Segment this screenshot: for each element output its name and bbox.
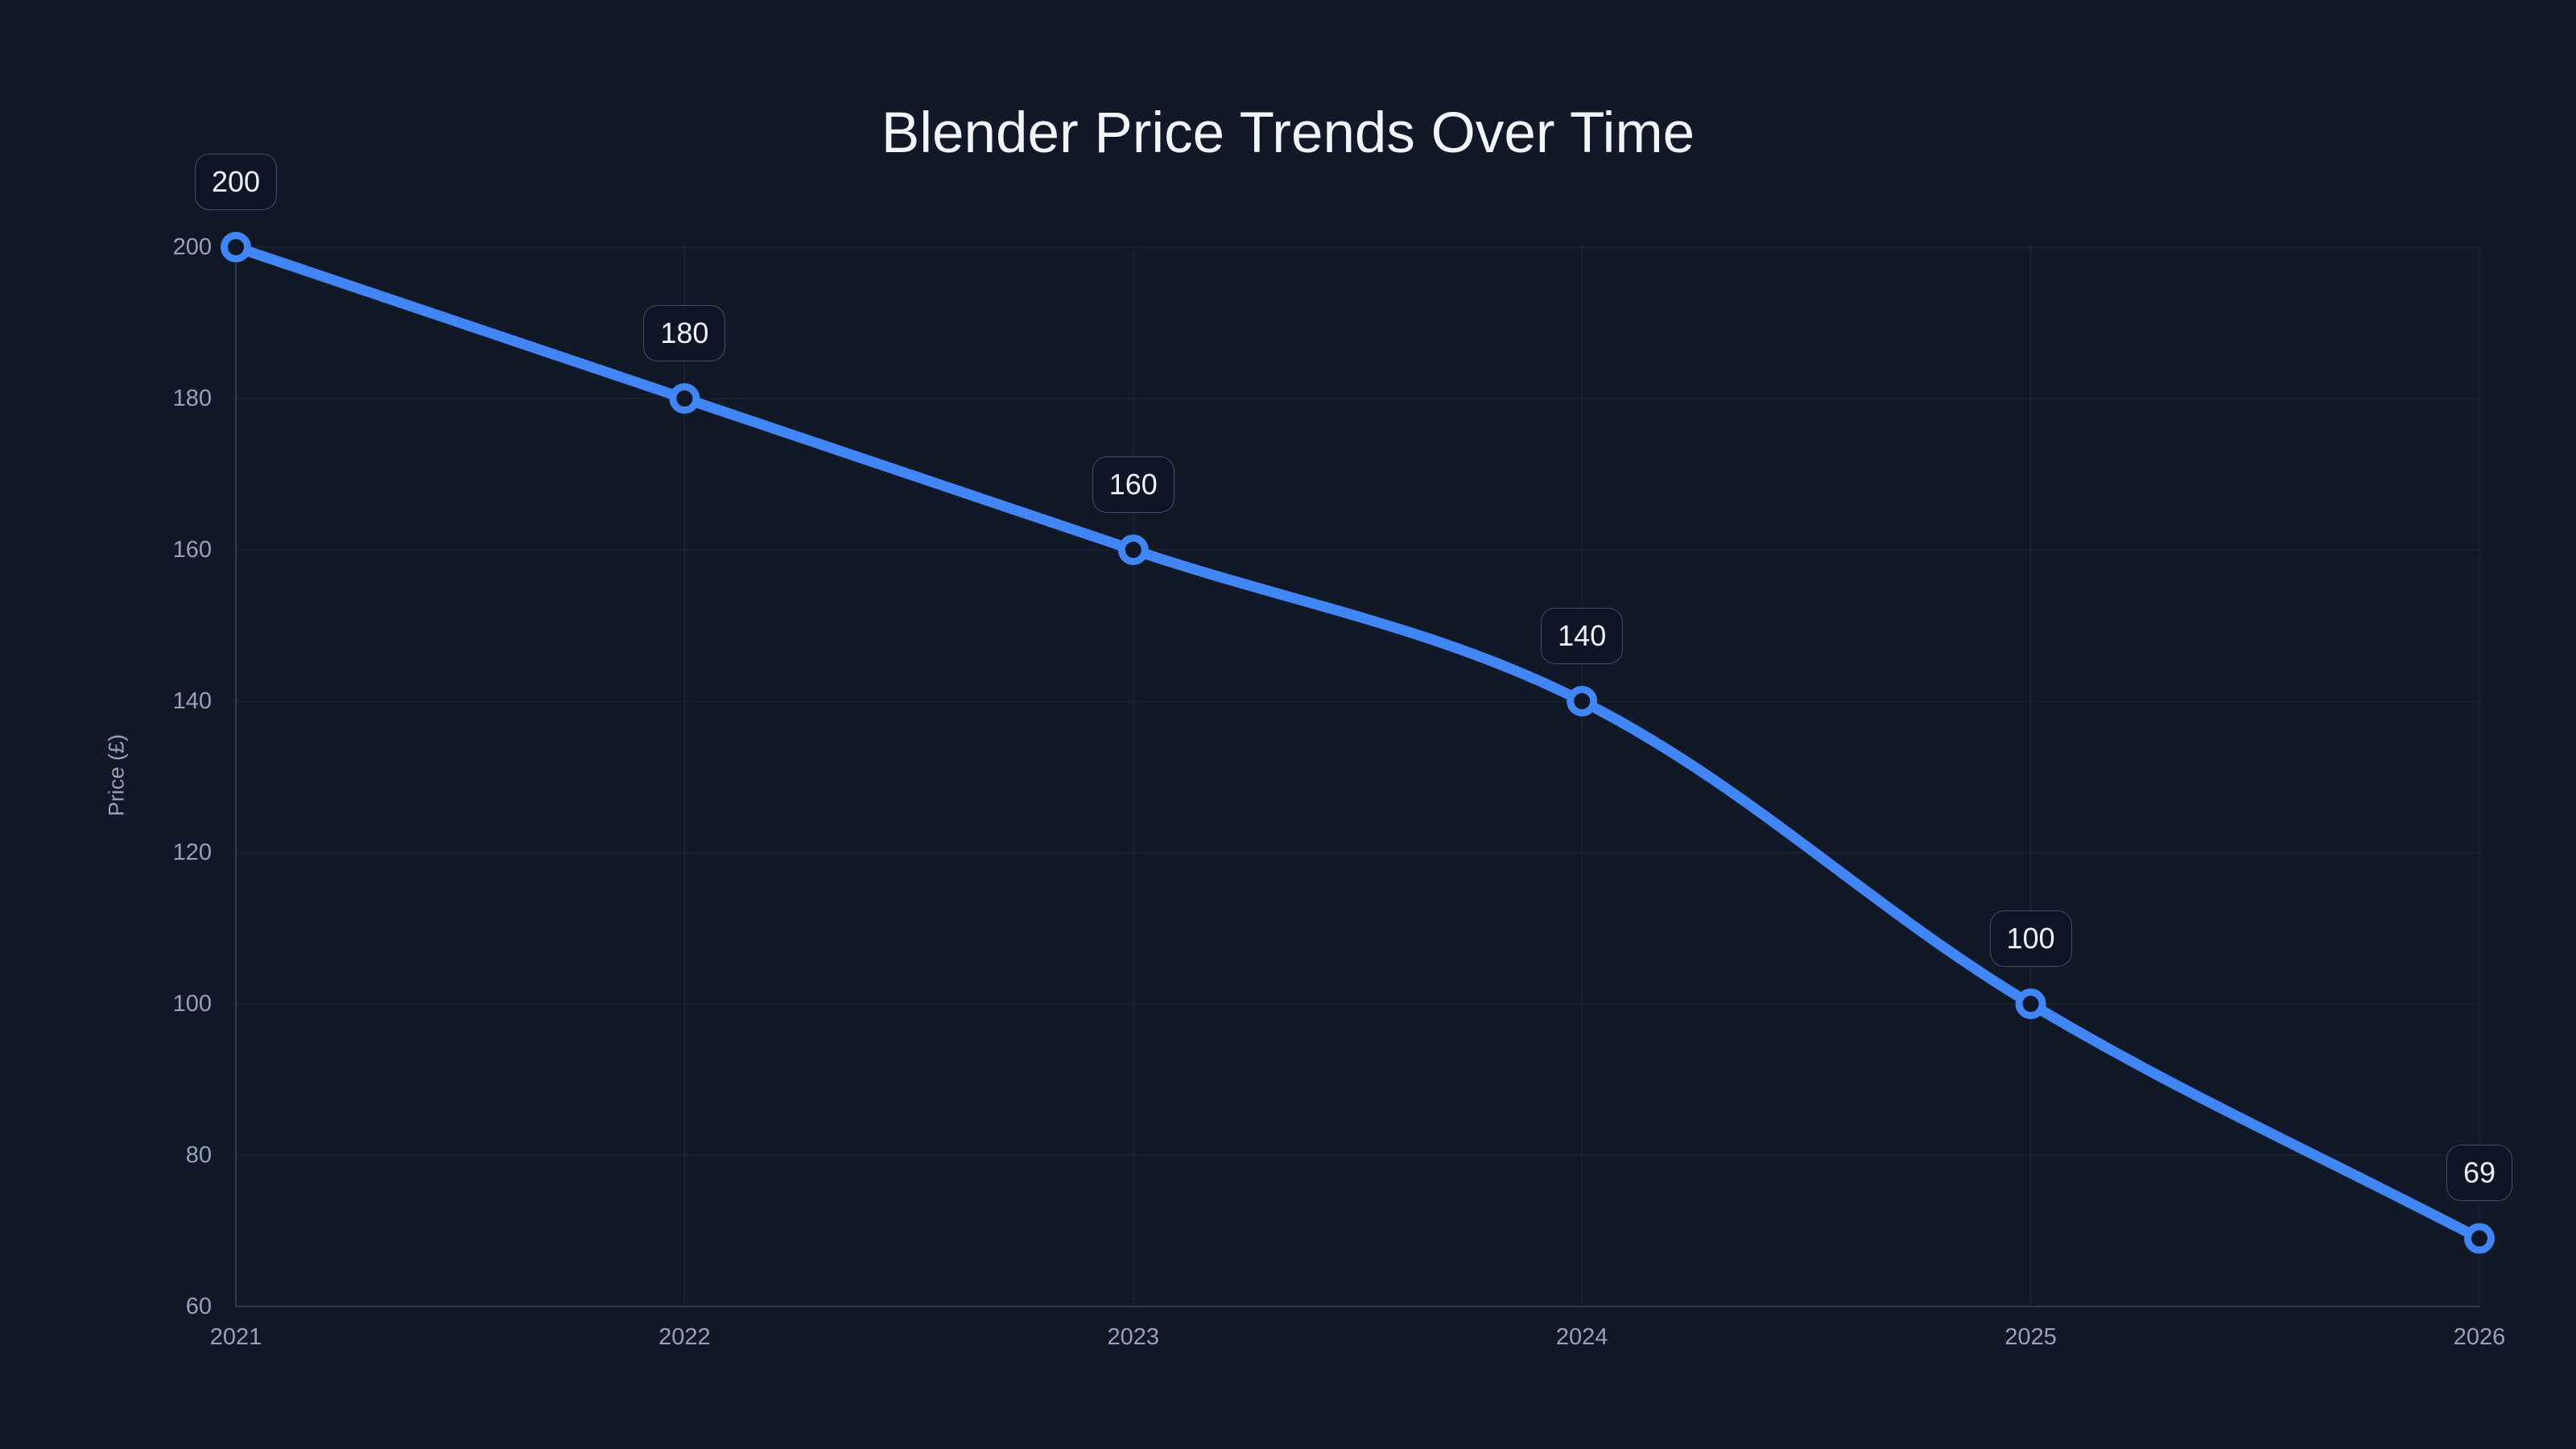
- data-point-value-label: 180: [643, 305, 726, 361]
- price-trend-line: [230, 242, 2485, 1244]
- data-point-value-label: 160: [1092, 456, 1174, 513]
- y-tick-label: 60: [185, 1294, 212, 1319]
- y-tick-label: 200: [172, 234, 212, 260]
- x-tick-label: 2024: [1555, 1324, 1608, 1350]
- y-tick-label: 120: [172, 840, 212, 865]
- data-point-value-label: 200: [194, 154, 278, 210]
- y-tick-label: 160: [172, 537, 212, 563]
- y-tick-label: 140: [172, 688, 212, 714]
- x-tick-label: 2023: [1107, 1324, 1160, 1350]
- data-point-marker: [1567, 686, 1598, 716]
- y-tick-label: 100: [172, 991, 212, 1017]
- data-point-marker: [2015, 989, 2046, 1019]
- data-point-marker: [221, 232, 251, 262]
- data-point-marker: [669, 383, 700, 414]
- x-tick-label: 2022: [658, 1324, 711, 1350]
- x-tick-label: 2026: [2453, 1324, 2506, 1350]
- y-tick-label: 80: [185, 1142, 212, 1168]
- data-point-value-label: 140: [1541, 608, 1624, 664]
- data-point-value-label: 69: [2446, 1145, 2513, 1202]
- data-point-marker: [2464, 1223, 2495, 1254]
- x-tick-label: 2025: [2004, 1324, 2057, 1350]
- y-tick-label: 180: [172, 386, 212, 411]
- data-point-marker: [1117, 535, 1149, 565]
- chart-title: Blender Price Trends Over Time: [881, 101, 1695, 165]
- x-tick-label: 2021: [209, 1324, 262, 1350]
- data-point-value-label: 100: [1989, 910, 2072, 967]
